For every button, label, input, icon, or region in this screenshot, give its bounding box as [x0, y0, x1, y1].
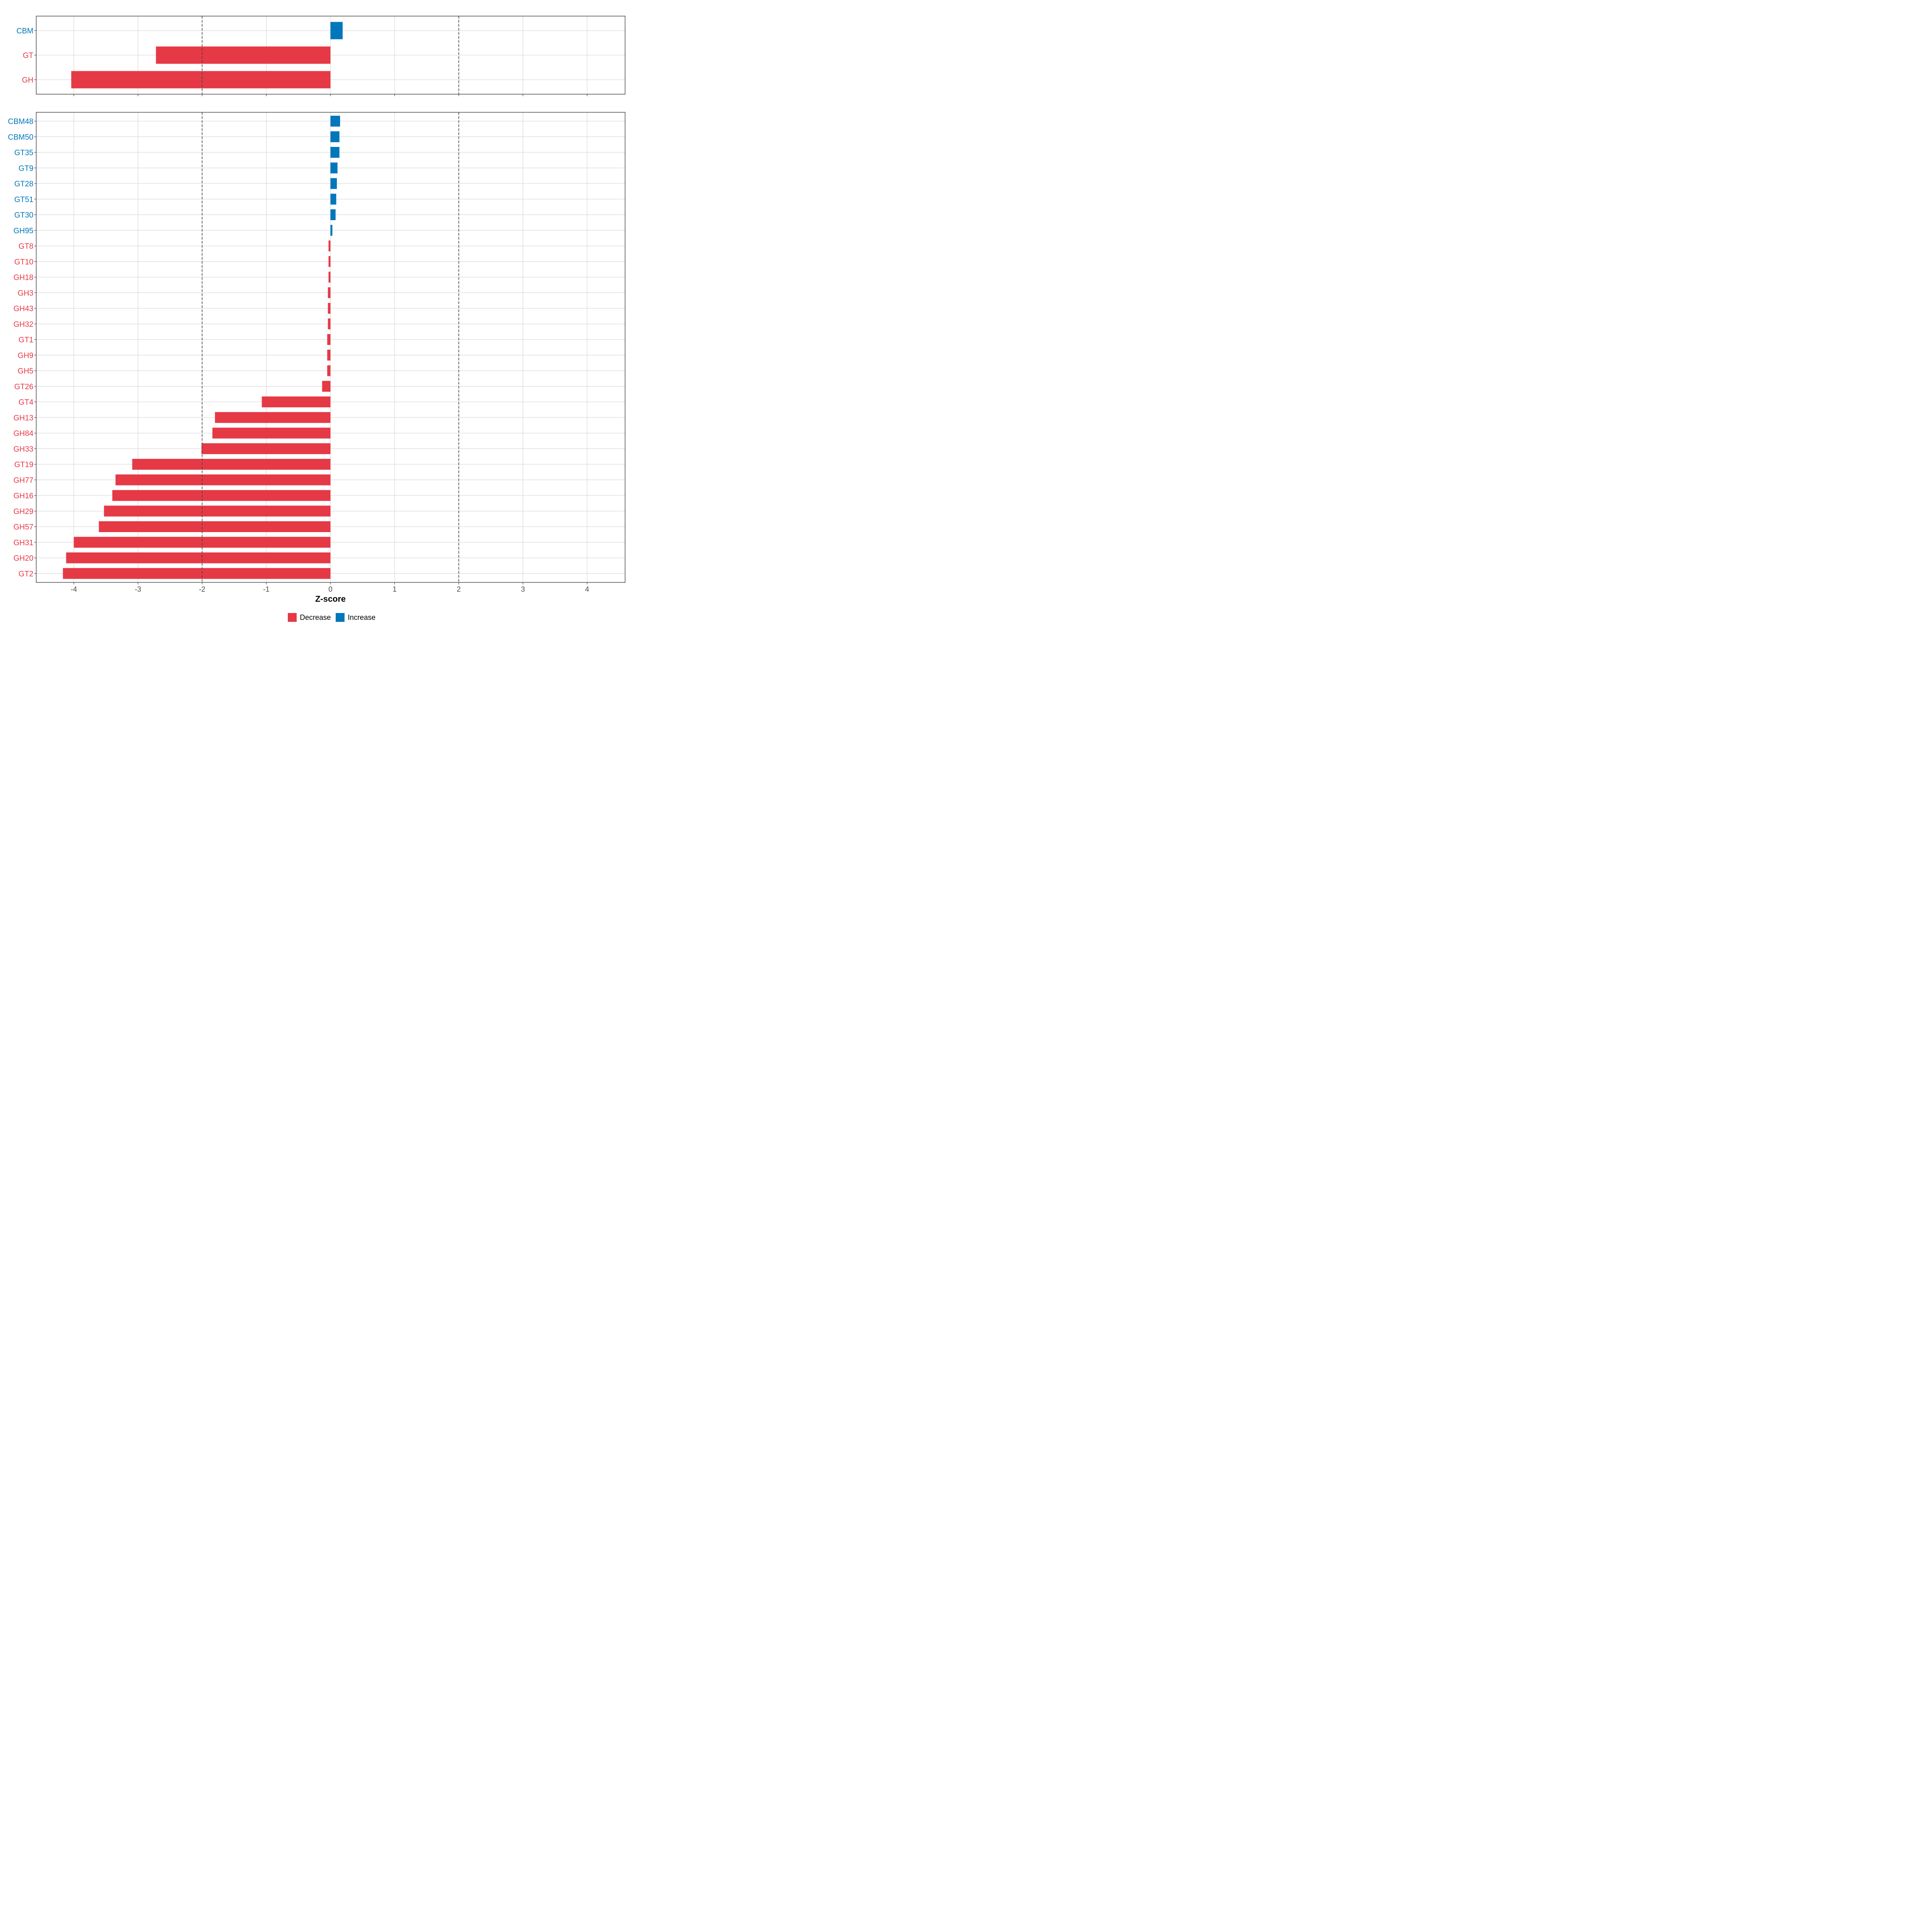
bar-GH95: [330, 225, 332, 236]
category-label: GT28: [14, 180, 33, 188]
category-label: GT30: [14, 211, 33, 220]
category-label: GT19: [14, 461, 33, 469]
x-tick-label: -3: [135, 585, 141, 593]
bar-GT2: [63, 568, 330, 579]
category-label: GH32: [13, 320, 33, 329]
legend-key-decrease: [288, 613, 297, 622]
bar-GH3: [328, 287, 330, 298]
category-label: GT35: [14, 149, 33, 157]
category-label: GH77: [13, 476, 33, 485]
category-label: GH20: [13, 554, 33, 563]
bottom-panel: CBM48 CBM50 GT35 GT9 GT28 GT51 GT30 GH95 GT8 GT10…: [8, 112, 625, 584]
bar-GH33: [201, 443, 330, 454]
x-axis: -4 -3 -2 -1 0 1 2 3 4: [70, 585, 589, 593]
bar-GH77: [116, 474, 330, 485]
bar-GT51: [330, 194, 336, 205]
legend-label-increase: Increase: [348, 613, 376, 621]
bar-GH13: [215, 412, 330, 423]
category-label: GT10: [14, 258, 33, 266]
x-tick-label: 3: [521, 585, 525, 593]
bar-GH84: [212, 427, 330, 439]
bar-GH18: [328, 272, 330, 283]
category-label: GH57: [13, 523, 33, 532]
bar-GH5: [327, 365, 330, 376]
legend-key-increase: [336, 613, 345, 622]
category-label: GT51: [14, 196, 33, 204]
bar-CBM: [330, 22, 343, 39]
bar-GT35: [330, 147, 340, 158]
bar-GT9: [330, 162, 338, 173]
x-axis-label: Z-score: [315, 594, 346, 604]
category-label: GT4: [19, 398, 33, 407]
bar-GH20: [66, 552, 331, 564]
bar-GH32: [328, 318, 330, 330]
top-panel: CBM GT GH: [17, 16, 625, 96]
x-tick-label: 4: [585, 585, 589, 593]
category-label: GH43: [13, 305, 33, 313]
category-label: CBM48: [8, 118, 33, 126]
bar-GH57: [99, 521, 331, 532]
category-label: GH5: [18, 367, 33, 376]
x-tick-label: 2: [457, 585, 461, 593]
legend-label-decrease: Decrease: [300, 613, 331, 621]
category-label: GH18: [13, 274, 33, 282]
category-label: CBM: [17, 27, 33, 35]
x-tick-label: -2: [199, 585, 205, 593]
bar-GH29: [104, 506, 330, 517]
category-label: CBM50: [8, 133, 33, 142]
bar-GT28: [330, 178, 337, 189]
bar-GT26: [322, 381, 330, 392]
bar-GT: [156, 46, 330, 64]
category-label: GH13: [13, 414, 33, 422]
category-label: GT26: [14, 383, 33, 391]
bar-GT1: [327, 334, 330, 345]
category-label: GH31: [13, 539, 33, 547]
category-label: GT1: [19, 336, 33, 345]
category-label: GT8: [19, 242, 33, 251]
category-label: GH29: [13, 508, 33, 516]
bar-CBM48: [330, 116, 340, 127]
x-tick-label: 0: [328, 585, 332, 593]
x-tick-label: -4: [70, 585, 77, 593]
category-label: GT9: [19, 164, 33, 173]
bar-GH43: [328, 303, 330, 314]
bar-GT4: [262, 396, 330, 407]
bar-CBM50: [330, 131, 340, 142]
z-score-chart: CBM GT GH CBM48 CBM50 GT35 GT9 GT28 GT51 GT30 GH9…: [8, 16, 625, 622]
x-tick-label: 1: [392, 585, 396, 593]
category-label: GH33: [13, 445, 33, 454]
bar-GT10: [328, 256, 330, 267]
bar-GH31: [74, 537, 330, 548]
bar-GH16: [112, 490, 330, 501]
category-label: GH95: [13, 227, 33, 235]
bar-GH: [71, 71, 331, 89]
category-label: GH3: [18, 289, 33, 297]
bar-GH9: [327, 349, 330, 361]
x-tick-label: -1: [263, 585, 270, 593]
category-label: GH: [22, 76, 34, 85]
bar-GT30: [330, 209, 336, 220]
bar-GT19: [132, 459, 330, 470]
category-label: GT: [23, 52, 34, 60]
category-label: GH16: [13, 492, 33, 500]
category-label: GT2: [19, 570, 33, 578]
category-label: GH84: [13, 429, 33, 438]
legend: Decrease Increase: [288, 613, 376, 622]
category-label: GH9: [18, 351, 33, 360]
bar-GT8: [328, 240, 330, 252]
